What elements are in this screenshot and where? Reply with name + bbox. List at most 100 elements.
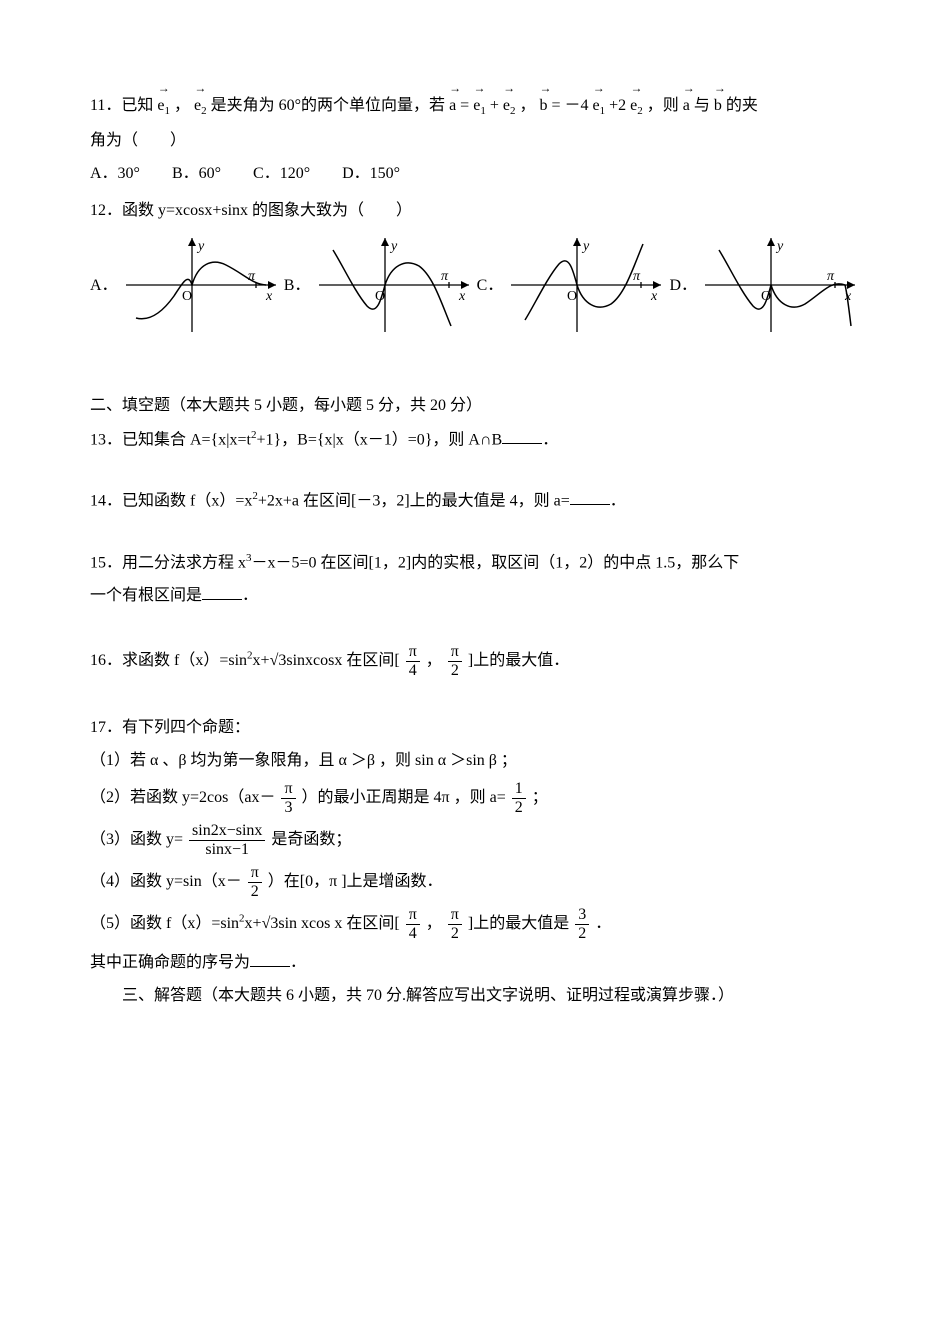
q12-graph-b: y x O π <box>319 230 469 340</box>
q17-p4-prefix: （4）函数 y=sin（x－ <box>90 873 242 890</box>
q17-blank <box>250 950 290 967</box>
q12-label-c: C． <box>477 272 504 299</box>
vector-e2b: →e2 <box>503 86 516 121</box>
q17-p3-prefix: （3）函数 y= <box>90 831 183 848</box>
q16-m1: x+ <box>253 652 270 669</box>
q11-prefix: 11．已知 <box>90 97 153 114</box>
q13-prefix: 13．已知集合 A={x|x=t <box>90 431 251 448</box>
q14: 14．已知函数 f（x）=x2+2x+a 在区间[－3，2]上的最大值是 4，则… <box>90 487 855 515</box>
q12-stem: 12．函数 y=xcosx+sinx 的图象大致为（ ） <box>90 197 855 224</box>
vector-e1c: →e1 <box>593 86 606 121</box>
q11-choice-b: B．60° <box>172 160 221 187</box>
q13-suffix: ． <box>542 431 558 448</box>
q14-prefix: 14．已知函数 f（x）=x <box>90 492 252 509</box>
q17-p1: （1）若 α 、β 均为第一象限角，且 α ＞β ，则 sin α ＞sin β… <box>90 747 855 774</box>
vector-e1b: →e1 <box>473 86 486 121</box>
vector-a: →a <box>449 86 456 119</box>
origin-label: O <box>375 289 385 304</box>
q17-p5-sqrt: √3 <box>262 915 279 932</box>
y-axis-label: y <box>775 239 784 254</box>
q11-plus: + <box>490 97 499 114</box>
vector-e2c: →e2 <box>630 86 643 121</box>
vector-e1: →e1 <box>157 86 170 121</box>
q16-m2: sinxcosx 在区间[ <box>286 652 399 669</box>
graph-a-curve <box>136 263 266 320</box>
spacer <box>90 686 855 708</box>
vector-b2: →b <box>714 86 722 119</box>
q15-prefix: 15．用二分法求方程 x <box>90 554 246 571</box>
x-axis-label: x <box>265 289 273 304</box>
q17-p5-suffix: ． <box>595 915 611 932</box>
q17-p5-frac1: π4 <box>406 906 420 942</box>
q11-eq2: = －4 <box>551 97 588 114</box>
q15-l2p: 一个有根区间是 <box>90 587 202 604</box>
q17-p2-suffix: ； <box>532 789 548 806</box>
q17-p2-frac1: π3 <box>281 780 295 816</box>
q17-p5-m3: ]上的最大值是 <box>468 915 569 932</box>
vector-e2: →e2 <box>194 86 207 121</box>
q13: 13．已知集合 A={x|x=t2+1}，B={x|x（x－1）=0}，则 A∩… <box>90 426 855 454</box>
q16-frac1: π4 <box>406 643 420 679</box>
q11-plus2: +2 <box>609 97 626 114</box>
q17-p2-frac2: 12 <box>512 780 526 816</box>
q17-p3: （3）函数 y= sin2x−sinxsinx−1 是奇函数； <box>90 822 855 858</box>
q12-graphs: A． y x O π B． y x O π C． <box>90 230 855 340</box>
q17-p5-frac2: π2 <box>448 906 462 942</box>
q12-graph-d: y x O π <box>705 230 855 340</box>
q17-tail: 其中正确命题的序号为 ． <box>90 949 855 976</box>
q15-mid: －x－5=0 在区间[1，2]内的实根，取区间（1，2）的中点 1.5，那么下 <box>252 554 740 571</box>
spacer <box>90 362 855 386</box>
y-axis-label: y <box>581 239 590 254</box>
x-axis-label: x <box>458 289 466 304</box>
y-axis-label: y <box>196 239 205 254</box>
vector-a2: →a <box>683 86 690 119</box>
q12-label-b: B． <box>284 272 311 299</box>
q17-heading: 17．有下列四个命题： <box>90 714 855 741</box>
q17-p4: （4）函数 y=sin（x－ π2 ）在[0，π ]上是增函数． <box>90 864 855 900</box>
q13-mid: +1}，B={x|x（x－1）=0}，则 A∩B <box>256 431 502 448</box>
x-axis-label: x <box>844 289 852 304</box>
spacer <box>90 459 855 481</box>
q13-blank <box>502 427 542 444</box>
origin-label: O <box>567 289 577 304</box>
section3-heading: 三、解答题（本大题共 6 小题，共 70 分.解答应写出文字说明、证明过程或演算… <box>90 982 855 1009</box>
q12-graph-a: y x O π <box>126 230 276 340</box>
pi-label: π <box>441 269 449 284</box>
q17-p4-suffix: ）在[0，π ]上是增函数． <box>268 873 443 890</box>
q16: 16．求函数 f（x）=sin2x+√3sinxcosx 在区间[ π4 ， π… <box>90 643 855 679</box>
graph-d-curve <box>719 250 851 326</box>
q17-p5: （5）函数 f（x）=sin2x+√3sin xcos x 在区间[ π4 ， … <box>90 906 855 942</box>
q14-suffix: ． <box>610 492 626 509</box>
y-axis-label: y <box>389 239 398 254</box>
page-root: 11．已知 →e1 ， →e2 是夹角为 60°的两个单位向量，若 →a = →… <box>0 0 945 1075</box>
q11-choice-a: A．30° <box>90 160 140 187</box>
q17-tail-prefix: 其中正确命题的序号为 <box>90 954 250 971</box>
q11-choices: A．30° B．60° C．120° D．150° <box>90 160 855 187</box>
pi-label: π <box>633 269 641 284</box>
q11-m5: 与 <box>694 97 710 114</box>
q11-m2: 是夹角为 60°的两个单位向量，若 <box>211 97 445 114</box>
origin-label: O <box>182 289 192 304</box>
q11-line2: 角为（ ） <box>90 127 855 154</box>
q17-p3-frac: sin2x−sinxsinx−1 <box>189 822 265 858</box>
spacer <box>90 615 855 637</box>
q17-p2-mid: ）的最小正周期是 4π ，则 a= <box>302 789 506 806</box>
q17-tail-suffix: ． <box>290 954 306 971</box>
q17-p4-frac: π2 <box>248 864 262 900</box>
q15-blank <box>202 583 242 600</box>
q11-eq1: = <box>460 97 469 114</box>
graph-b-curve <box>333 250 451 326</box>
q15-line1: 15．用二分法求方程 x3－x－5=0 在区间[1，2]内的实根，取区间（1，2… <box>90 549 855 577</box>
q17-p3-suffix: 是奇函数； <box>271 831 351 848</box>
q11-choice-c: C．120° <box>253 160 310 187</box>
q17-p5-frac3: 32 <box>575 906 589 942</box>
q12-label-d: D． <box>669 272 697 299</box>
q17-p5-m1: x+ <box>245 915 262 932</box>
x-axis-label: x <box>650 289 658 304</box>
graph-c-curve <box>525 244 643 320</box>
q17-p5-prefix: （5）函数 f（x）=sin <box>90 915 239 932</box>
q11-m3: ， <box>519 97 535 114</box>
q17-p5-comma: ， <box>426 915 442 932</box>
pi-label: π <box>248 269 256 284</box>
q14-blank <box>570 488 610 505</box>
